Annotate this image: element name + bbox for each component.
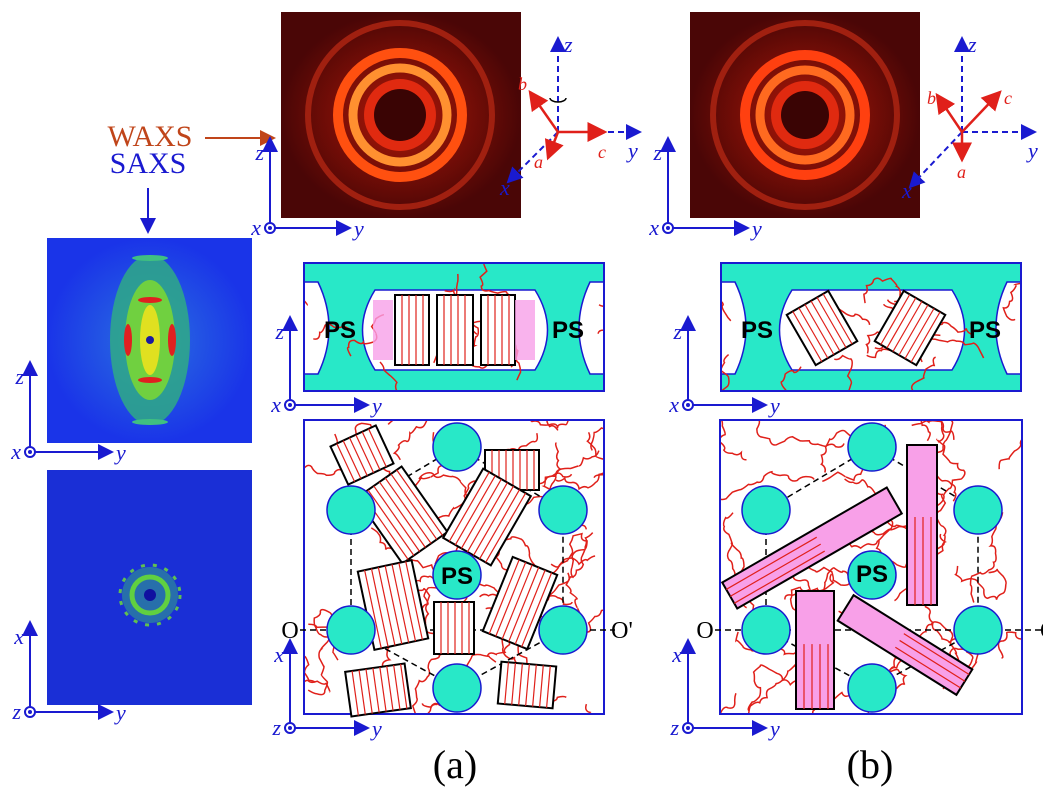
ps-cylinder bbox=[539, 486, 587, 534]
ps-cylinder bbox=[954, 606, 1002, 654]
ps-cylinder bbox=[742, 486, 790, 534]
ps-cylinder bbox=[848, 423, 896, 471]
crystal-axis bbox=[530, 92, 558, 132]
axis-label: z bbox=[563, 32, 573, 57]
axis-label: a bbox=[957, 162, 966, 182]
crystal-lamella bbox=[481, 295, 515, 365]
crystal-lamella bbox=[796, 591, 834, 709]
lamella-box bbox=[907, 445, 937, 605]
axis-label: z bbox=[274, 319, 284, 344]
axis-label: z bbox=[652, 140, 662, 165]
axis-label: x bbox=[648, 215, 659, 240]
axis-origin-dot bbox=[28, 710, 32, 714]
lamella-box bbox=[481, 295, 515, 365]
axis-label: x bbox=[273, 642, 284, 667]
axis-label: c bbox=[1004, 88, 1012, 108]
axis-label: x bbox=[250, 215, 261, 240]
crystal-lamella bbox=[437, 295, 473, 365]
axis-label: z bbox=[669, 715, 679, 740]
crystal-axis bbox=[937, 95, 962, 132]
ps-cylinder bbox=[433, 664, 481, 712]
pink-region bbox=[373, 300, 393, 360]
crystal-lamella bbox=[434, 602, 474, 654]
lamella-box bbox=[437, 295, 473, 365]
axis-label: c bbox=[598, 142, 606, 162]
figure: WAXS SAXS PS PS PS PS PS PS O O' O O' (a… bbox=[0, 0, 1043, 789]
saxs-image-bottom bbox=[47, 470, 252, 705]
ps-label: PS bbox=[552, 317, 584, 344]
axis-origin-dot bbox=[666, 226, 670, 230]
axis-label: z bbox=[672, 319, 682, 344]
axis-label: y bbox=[370, 716, 382, 741]
axis-label: b bbox=[927, 88, 936, 108]
axis-label: y bbox=[114, 700, 126, 725]
lamella-box bbox=[395, 295, 429, 365]
axis-label: x bbox=[671, 642, 682, 667]
pink-region bbox=[515, 300, 535, 360]
saxs-label: SAXS bbox=[110, 147, 187, 180]
axis-label: y bbox=[750, 216, 762, 241]
axis-origin-dot bbox=[686, 726, 690, 730]
axis-label: z bbox=[254, 140, 264, 165]
ps-cylinder bbox=[327, 606, 375, 654]
saxs-image-top bbox=[47, 238, 252, 443]
axis-origin-dot bbox=[288, 726, 292, 730]
panel-label: (a) bbox=[433, 742, 477, 787]
axis-label: z bbox=[14, 364, 24, 389]
crystal-lamella bbox=[395, 295, 429, 365]
axis-label: x bbox=[901, 178, 912, 203]
waxs-image-a bbox=[281, 12, 521, 218]
line-end-label: O' bbox=[611, 618, 633, 644]
axis-label: y bbox=[768, 393, 780, 418]
axis-origin-dot bbox=[28, 450, 32, 454]
line-start-label: O bbox=[696, 618, 713, 644]
ps-label: PS bbox=[969, 317, 1001, 344]
polymer-chain bbox=[603, 343, 630, 371]
crystal-axis bbox=[548, 132, 558, 158]
axis-label: b bbox=[518, 74, 527, 94]
axis-label: y bbox=[352, 216, 364, 241]
axis-label: z bbox=[967, 32, 977, 57]
crystal-lamella bbox=[498, 662, 556, 709]
axis-origin-dot bbox=[268, 226, 272, 230]
waxs-image-b bbox=[690, 12, 920, 218]
crystal-lamella bbox=[907, 445, 937, 605]
axis-label: x bbox=[13, 624, 24, 649]
crystal-axis bbox=[962, 92, 1000, 132]
axis-label: x bbox=[270, 392, 281, 417]
axis-label: y bbox=[1026, 138, 1038, 163]
ps-label: PS bbox=[441, 563, 473, 590]
crystal-lamella bbox=[345, 664, 411, 717]
ps-label: PS bbox=[324, 317, 356, 344]
axis-label: x bbox=[10, 439, 21, 464]
ps-label: PS bbox=[856, 561, 888, 588]
axis-origin-dot bbox=[686, 403, 690, 407]
axis-label: z bbox=[271, 715, 281, 740]
ps-cylinder bbox=[848, 664, 896, 712]
axis-origin-dot bbox=[288, 403, 292, 407]
ps-cylinder bbox=[742, 606, 790, 654]
axis-label: x bbox=[668, 392, 679, 417]
ps-cylinder bbox=[433, 423, 481, 471]
axis-label: y bbox=[768, 716, 780, 741]
ps-cylinder bbox=[539, 606, 587, 654]
ps-label: PS bbox=[741, 317, 773, 344]
axis-label: z bbox=[11, 699, 21, 724]
ps-cylinder bbox=[954, 486, 1002, 534]
ps-cylinder bbox=[327, 486, 375, 534]
panel-label: (b) bbox=[847, 742, 894, 787]
axis-label: a bbox=[534, 152, 543, 172]
axis-label: y bbox=[626, 138, 638, 163]
lamella-box bbox=[434, 602, 474, 654]
axis-label: y bbox=[370, 393, 382, 418]
axis-label: y bbox=[114, 440, 126, 465]
axis-label: x bbox=[499, 175, 510, 200]
